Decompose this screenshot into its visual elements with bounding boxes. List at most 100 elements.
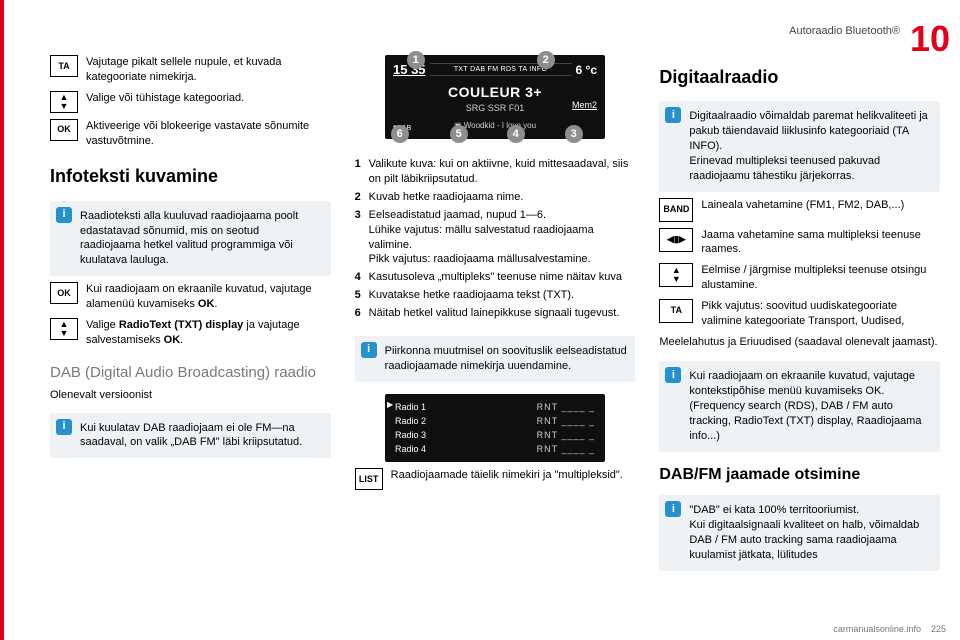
info-region: i Piirkonna muutmisel on soovituslik eel… — [355, 336, 636, 382]
row-updown3-text: Eelmise / järgmise multipleksi teenuse o… — [701, 263, 940, 293]
row-updown-text: Valige või tühistage kategooriad. — [86, 91, 244, 106]
nm: Radio 4 — [395, 443, 445, 455]
column-right: Digitaalraadio i Digitaalraadio võimalda… — [659, 55, 940, 625]
radio-song-text: Woodkid - I love you — [464, 121, 536, 130]
t: RadioText (TXT) display — [119, 319, 243, 331]
info-dabfm-strike-text: Kui kuulatav DAB raadiojaam ei ole FM—na… — [80, 421, 323, 451]
row-list-text: Raadiojaamade täielik nimekiri ja "multi… — [391, 468, 623, 483]
callout-6: 6 — [391, 125, 409, 143]
nm: Radio 3 — [395, 429, 445, 441]
row-band: BAND Laineala vahetamine (FM1, FM2, DAB,… — [659, 198, 940, 222]
info-context-ok-text: Kui raadiojaam on ekraanile kuvatud, vaj… — [689, 369, 932, 443]
info-icon: i — [361, 342, 377, 358]
row-ta: TA Vajutage pikalt sellele nupule, et ku… — [50, 55, 331, 85]
list-row: Radio 1 RNT ____ _ — [395, 400, 595, 414]
row-seek-text: Jaama vahetamine sama multipleksi teenus… — [701, 228, 940, 258]
n: 4 — [355, 270, 365, 285]
t: Eelseadistatud jaamad, nupud 1—6. Lühike… — [369, 208, 636, 267]
t: Valikute kuva: kui on aktiivne, kuid mit… — [369, 157, 636, 187]
column-middle: 15 35 TXT DAB FM RDS TA INFO 6 °c COULEU… — [355, 55, 636, 625]
callout-1: 1 — [407, 51, 425, 69]
row-updown3: ▲ ▼ Eelmise / järgmise multipleksi teenu… — [659, 263, 940, 293]
row-ta2: TA Pikk vajutus: soovitud uudiskategoori… — [659, 299, 940, 329]
info-icon: i — [56, 419, 72, 435]
radio-figure: 15 35 TXT DAB FM RDS TA INFO 6 °c COULEU… — [355, 55, 636, 139]
key-ta2: TA — [659, 299, 693, 323]
n: 2 — [355, 190, 365, 205]
key-band: BAND — [659, 198, 693, 222]
info-icon: i — [665, 501, 681, 517]
n: 5 — [355, 288, 365, 303]
key-updown2: ▲ ▼ — [50, 318, 78, 340]
info-dabfm: i "DAB" ei kata 100% territooriumist. Ku… — [659, 495, 940, 570]
info-digitaalraadio-text: Digitaalraadio võimaldab paremat helikva… — [689, 109, 932, 183]
list-row: Radio 2 RNT ____ _ — [395, 414, 595, 428]
legend-5: 5 Kuvatakse hetke raadiojaama tekst (TXT… — [355, 288, 636, 303]
callout-2: 2 — [537, 51, 555, 69]
row-ok2: OK Kui raadiojaam on ekraanile kuvatud, … — [50, 282, 331, 312]
row-ok-text: Aktiveerige või blokeerige vastavate sõn… — [86, 119, 331, 149]
row-updown2-text: Valige RadioText (TXT) display ja vajuta… — [86, 318, 331, 348]
dab-subtitle: Olenevalt versioonist — [50, 388, 331, 403]
t: OK — [198, 298, 215, 310]
t: Kasutusoleva „multipleks" teenuse nime n… — [369, 270, 622, 285]
info-dabfm-text: "DAB" ei kata 100% territooriumist. Kui … — [689, 503, 932, 562]
callout-4: 4 — [507, 125, 525, 143]
row-ok: OK Aktiveerige või blokeerige vastavate … — [50, 119, 331, 149]
info-digitaalraadio: i Digitaalraadio võimaldab paremat helik… — [659, 101, 940, 191]
rnt: RNT ____ _ — [537, 443, 595, 455]
t: OK — [164, 334, 181, 346]
footer-pagenum: 225 — [931, 624, 946, 634]
heading-digitaalraadio: Digitaalraadio — [659, 65, 940, 89]
row-seek: ◀▮▶ Jaama vahetamine sama multipleksi te… — [659, 228, 940, 258]
radio-station-sub: SRG SSR F01 — [393, 102, 597, 114]
n: 6 — [355, 306, 365, 321]
callout-5: 5 — [450, 125, 468, 143]
chapter-number: 10 — [910, 18, 950, 60]
info-radioteksti: i Raadioteksti alla kuuluvad raadiojaama… — [50, 201, 331, 276]
t: Valige — [86, 319, 119, 331]
row-ta-text: Vajutage pikalt sellele nupule, et kuvad… — [86, 55, 331, 85]
row-band-text: Laineala vahetamine (FM1, FM2, DAB,...) — [701, 198, 904, 213]
t: Kuvab hetke raadiojaama nime. — [369, 190, 524, 205]
radio-station-title: COULEUR 3+ — [393, 83, 597, 102]
info-radioteksti-text: Raadioteksti alla kuuluvad raadiojaama p… — [80, 209, 323, 268]
column-left: TA Vajutage pikalt sellele nupule, et ku… — [50, 55, 331, 625]
t: Näitab hetkel valitud lainepikkuse signa… — [369, 306, 620, 321]
info-dabfm-strike: i Kui kuulatav DAB raadiojaam ei ole FM—… — [50, 413, 331, 459]
info-icon: i — [665, 107, 681, 123]
rnt: RNT ____ _ — [537, 429, 595, 441]
info-icon: i — [56, 207, 72, 223]
key-updown3: ▲ ▼ — [659, 263, 693, 287]
legend-3: 3 Eelseadistatud jaamad, nupud 1—6. Lühi… — [355, 208, 636, 267]
legend-4: 4 Kasutusoleva „multipleks" teenuse nime… — [355, 270, 636, 285]
t: . — [214, 298, 217, 310]
legend-6: 6 Näitab hetkel valitud lainepikkuse sig… — [355, 306, 636, 321]
list-row: Radio 4 RNT ____ _ — [395, 442, 595, 456]
key-list: LIST — [355, 468, 383, 490]
info-context-ok: i Kui raadiojaam on ekraanile kuvatud, v… — [659, 361, 940, 451]
header-section: Autoraadio Bluetooth® — [789, 25, 900, 37]
heading-infoteksti: Infoteksti kuvamine — [50, 164, 331, 188]
n: 1 — [355, 157, 365, 187]
t: Kuvatakse hetke raadiojaama tekst (TXT). — [369, 288, 574, 303]
nm: Radio 1 — [395, 401, 445, 413]
rnt: RNT ____ _ — [537, 401, 595, 413]
radio-temp: 6 °c — [576, 62, 597, 78]
key-ok2: OK — [50, 282, 78, 304]
info-icon: i — [665, 367, 681, 383]
nm: Radio 2 — [395, 415, 445, 427]
row-updown: ▲ ▼ Valige või tühistage kategooriad. — [50, 91, 331, 113]
callout-3: 3 — [565, 125, 583, 143]
rnt: RNT ____ _ — [537, 415, 595, 427]
info-region-text: Piirkonna muutmisel on soovituslik eelse… — [385, 344, 628, 374]
list-cursor-icon: ▶ — [387, 400, 393, 411]
key-seek: ◀▮▶ — [659, 228, 693, 252]
legend-2: 2 Kuvab hetke raadiojaama nime. — [355, 190, 636, 205]
row-ta2-text: Pikk vajutus: soovitud uudiskategooriate… — [701, 299, 940, 329]
heading-dab: DAB (Digital Audio Broadcasting) raadio — [50, 363, 331, 383]
key-ta: TA — [50, 55, 78, 77]
callout-legend: 1 Valikute kuva: kui on aktiivne, kuid m… — [355, 157, 636, 323]
key-updown: ▲ ▼ — [50, 91, 78, 113]
heading-dabfm-search: DAB/FM jaamade otsimine — [659, 464, 940, 486]
